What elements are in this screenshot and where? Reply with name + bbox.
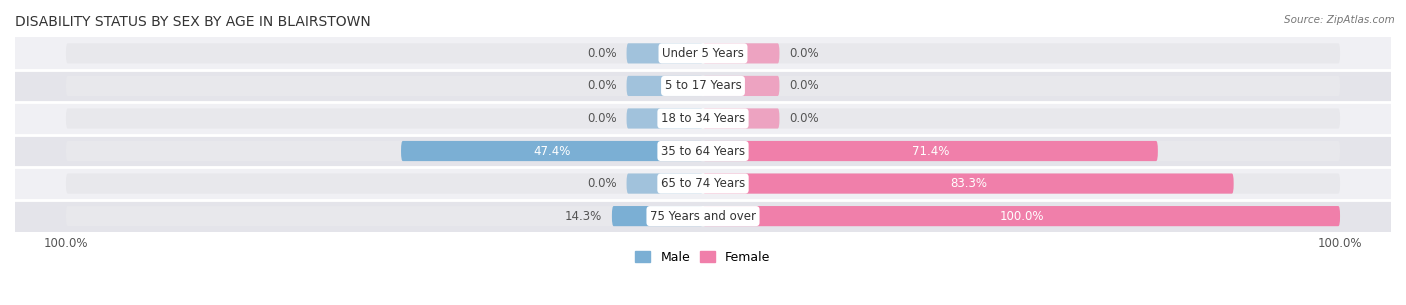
FancyBboxPatch shape [66, 108, 1340, 129]
FancyBboxPatch shape [66, 206, 1340, 226]
FancyBboxPatch shape [627, 108, 703, 129]
Text: 18 to 34 Years: 18 to 34 Years [661, 112, 745, 125]
Bar [15, 102, 1391, 135]
Text: 65 to 74 Years: 65 to 74 Years [661, 177, 745, 190]
FancyBboxPatch shape [627, 174, 703, 194]
Bar [15, 167, 1391, 200]
Text: Source: ZipAtlas.com: Source: ZipAtlas.com [1284, 15, 1395, 25]
FancyBboxPatch shape [703, 76, 779, 96]
FancyBboxPatch shape [703, 141, 1159, 161]
Text: 0.0%: 0.0% [588, 112, 617, 125]
FancyBboxPatch shape [627, 76, 703, 96]
Text: 0.0%: 0.0% [588, 79, 617, 92]
Bar [15, 135, 1391, 167]
Text: 0.0%: 0.0% [588, 177, 617, 190]
Bar [15, 200, 1391, 232]
Text: 83.3%: 83.3% [950, 177, 987, 190]
FancyBboxPatch shape [66, 141, 1340, 161]
Text: 0.0%: 0.0% [789, 112, 818, 125]
Text: 71.4%: 71.4% [911, 145, 949, 157]
Text: DISABILITY STATUS BY SEX BY AGE IN BLAIRSTOWN: DISABILITY STATUS BY SEX BY AGE IN BLAIR… [15, 15, 371, 29]
FancyBboxPatch shape [66, 43, 1340, 63]
FancyBboxPatch shape [703, 174, 1233, 194]
FancyBboxPatch shape [401, 141, 703, 161]
Legend: Male, Female: Male, Female [630, 246, 776, 269]
FancyBboxPatch shape [703, 43, 779, 63]
Bar [15, 37, 1391, 70]
Text: 47.4%: 47.4% [533, 145, 571, 157]
Text: 100.0%: 100.0% [1000, 210, 1043, 223]
FancyBboxPatch shape [66, 174, 1340, 194]
Text: 14.3%: 14.3% [565, 210, 602, 223]
Text: 35 to 64 Years: 35 to 64 Years [661, 145, 745, 157]
FancyBboxPatch shape [703, 206, 1340, 226]
Text: 75 Years and over: 75 Years and over [650, 210, 756, 223]
Text: Under 5 Years: Under 5 Years [662, 47, 744, 60]
FancyBboxPatch shape [703, 108, 779, 129]
Text: 0.0%: 0.0% [588, 47, 617, 60]
FancyBboxPatch shape [612, 206, 703, 226]
Text: 0.0%: 0.0% [789, 79, 818, 92]
FancyBboxPatch shape [627, 43, 703, 63]
Text: 5 to 17 Years: 5 to 17 Years [665, 79, 741, 92]
Text: 0.0%: 0.0% [789, 47, 818, 60]
Bar [15, 70, 1391, 102]
FancyBboxPatch shape [66, 76, 1340, 96]
